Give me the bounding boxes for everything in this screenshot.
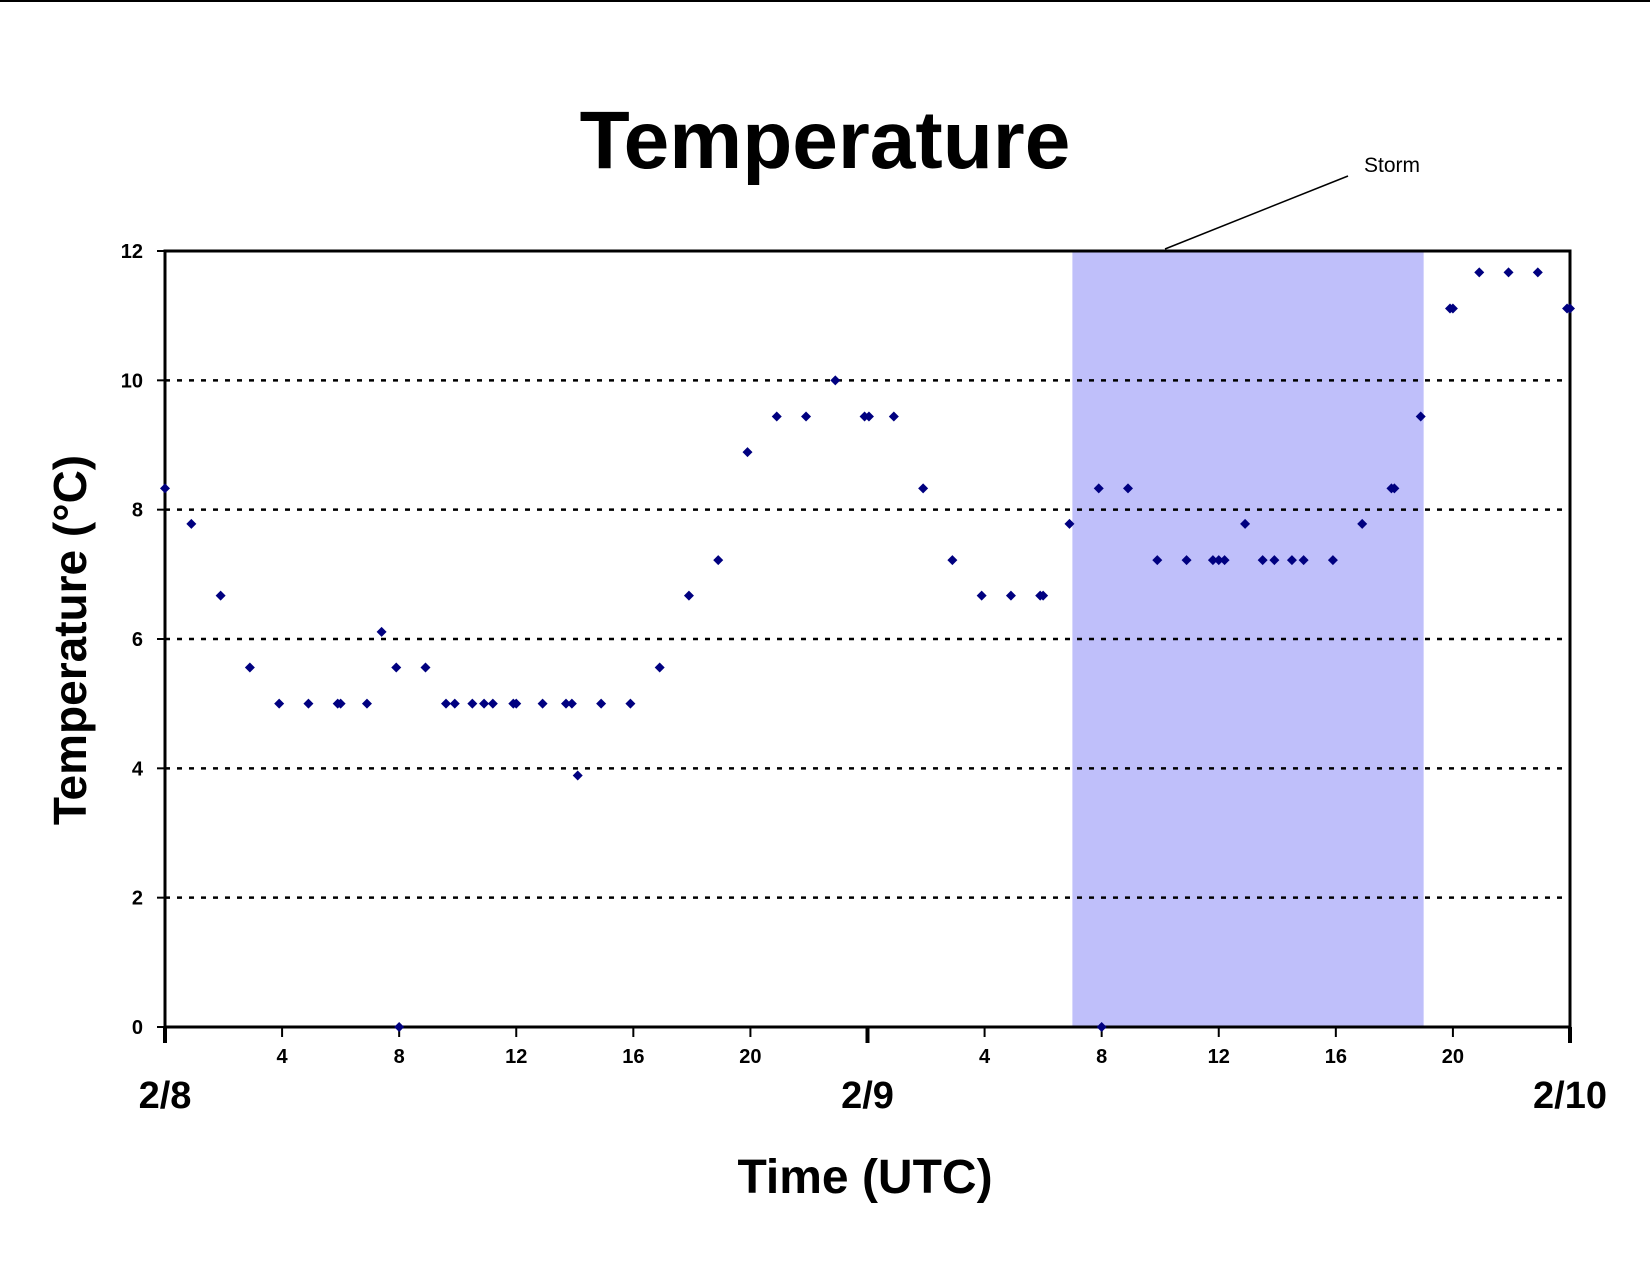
data-point [303,698,314,709]
data-point [1327,555,1338,566]
data-point [1093,483,1104,494]
data-points-layer [160,267,1575,1032]
data-point [537,698,548,709]
x-tick-label: 12 [1208,1046,1230,1068]
data-point [976,590,987,601]
data-point [1269,555,1280,566]
data-point [244,662,255,673]
data-point [1298,555,1309,566]
x-tick-label: 8 [394,1046,405,1068]
data-point [683,590,694,601]
data-point [441,698,451,709]
y-tick-label: 0 [132,1017,143,1039]
data-point [1389,483,1400,494]
data-point [1532,267,1543,278]
data-point [1286,555,1297,566]
y-tick-label: 6 [132,629,143,651]
data-point [274,698,285,709]
data-point [361,698,372,709]
data-point [713,555,724,566]
data-point [561,698,572,709]
x-tick-label: 20 [1442,1046,1464,1068]
y-axis-title: Temperature (°C) [44,455,96,825]
data-point [742,447,753,458]
date-label: 2/8 [139,1075,192,1117]
data-point [487,698,498,709]
data-point [801,411,812,422]
data-point [511,698,522,709]
data-point [335,698,346,709]
data-point [1257,555,1268,566]
x-tick-label: 16 [1325,1046,1347,1068]
data-point [1240,518,1251,529]
data-point [449,698,460,709]
data-point [918,483,929,494]
data-point [596,698,607,709]
data-point [1181,555,1192,566]
data-point [1005,590,1016,601]
chart-title: Temperature [580,95,1071,186]
storm-annotation-leader-line [1164,175,1349,250]
data-point [186,518,197,529]
data-point [479,698,490,709]
data-point [947,555,958,566]
data-point [830,375,841,386]
x-tick-label: 12 [505,1046,527,1068]
data-point [160,483,170,494]
x-tick-label: 4 [277,1046,289,1068]
data-point [654,662,665,673]
date-label: 2/10 [1533,1075,1607,1117]
y-tick-label: 8 [132,500,143,522]
data-point [1565,303,1575,314]
data-point [1064,518,1075,529]
y-tick-label: 12 [121,241,143,263]
y-tick-label: 10 [121,370,143,392]
data-point [1503,267,1514,278]
data-point [1447,303,1458,314]
x-tick-label: 8 [1096,1046,1107,1068]
date-label: 2/9 [841,1075,894,1117]
data-point [625,698,636,709]
data-point [863,411,874,422]
data-point [771,411,782,422]
y-tick-label: 2 [132,888,143,910]
data-point [888,411,899,422]
x-tick-label: 4 [979,1046,991,1068]
x-tick-label: 20 [739,1046,761,1068]
top-border-rule [0,0,1650,2]
y-tick-label: 4 [132,758,144,780]
data-point [467,698,478,709]
x-tick-label: 16 [622,1046,644,1068]
data-point [1123,483,1134,494]
data-point [391,662,402,673]
data-point [1474,267,1485,278]
data-point [566,698,577,709]
data-point [420,662,431,673]
data-point [376,626,387,637]
x-axis-title: Time (UTC) [737,1151,992,1204]
data-point [1038,590,1049,601]
data-point [1207,555,1218,566]
data-point [1213,555,1224,566]
data-point [1152,555,1163,566]
data-point [1357,518,1368,529]
labels-layer: 0 2 4 6 8 10 12 4 8 12 16 20 4 8 12 16 20 2/8 2/9 2/10 [121,175,1607,1117]
data-point [1219,555,1230,566]
storm-annotation-label: Storm [1364,154,1420,177]
data-point [1415,411,1426,422]
data-point [1096,1022,1107,1032]
data-point [572,770,583,781]
data-point [394,1022,405,1032]
data-point [215,590,226,601]
